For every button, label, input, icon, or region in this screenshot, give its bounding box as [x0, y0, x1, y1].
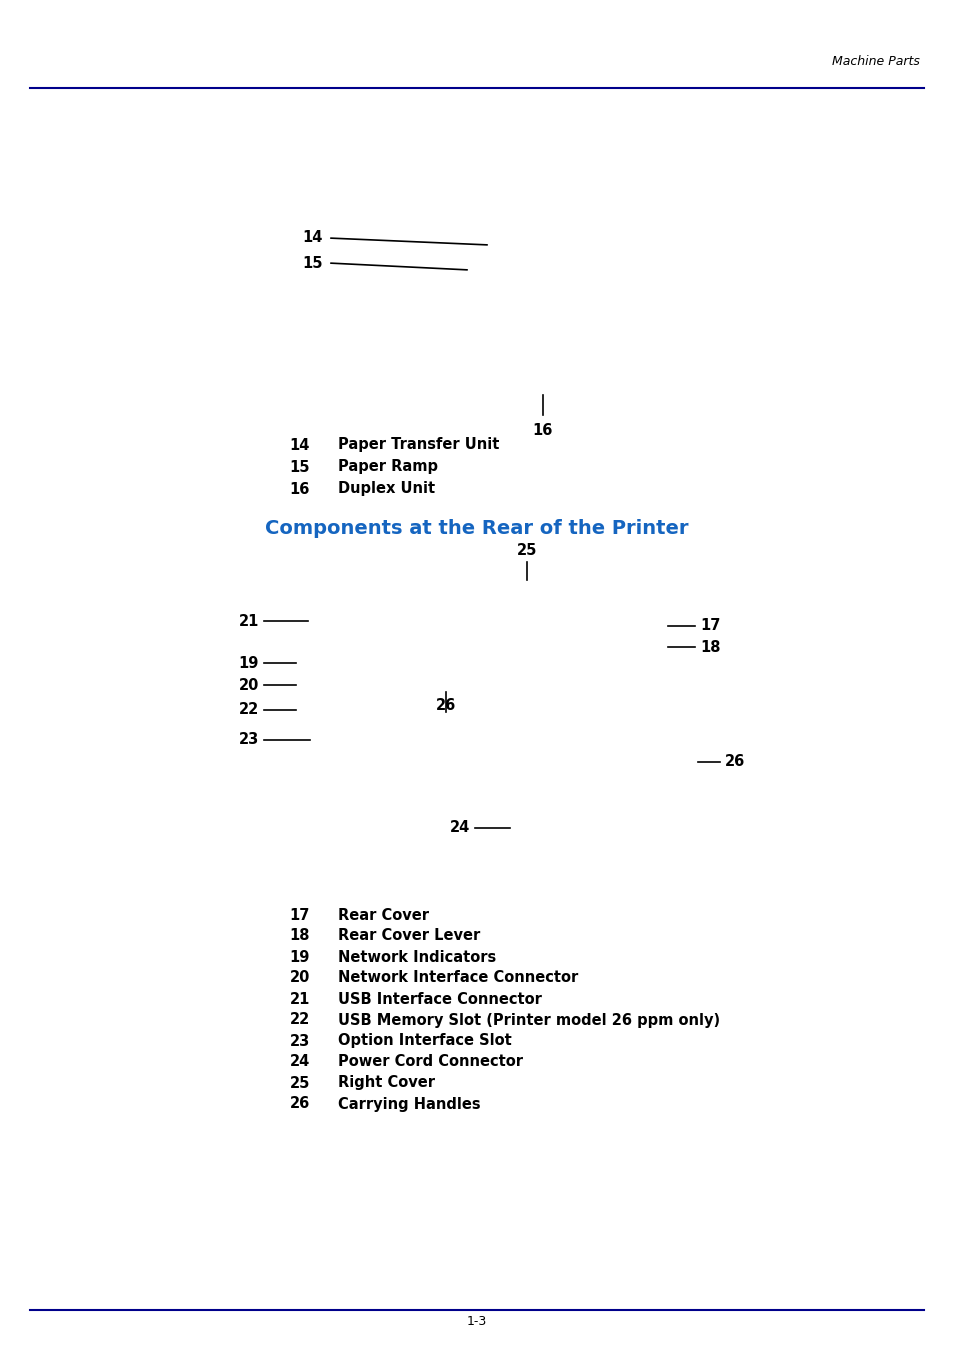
Text: 23: 23 [238, 732, 258, 747]
Text: 14: 14 [290, 438, 310, 453]
Text: Paper Ramp: Paper Ramp [337, 459, 437, 474]
Text: Option Interface Slot: Option Interface Slot [337, 1034, 511, 1048]
Text: 21: 21 [238, 613, 258, 628]
Text: Components at the Rear of the Printer: Components at the Rear of the Printer [265, 519, 688, 538]
Text: 23: 23 [290, 1034, 310, 1048]
Text: 21: 21 [290, 992, 310, 1006]
Text: 25: 25 [517, 543, 537, 558]
Text: Network Interface Connector: Network Interface Connector [337, 970, 578, 985]
Text: 17: 17 [700, 619, 720, 634]
Text: 18: 18 [289, 928, 310, 943]
Text: 15: 15 [289, 459, 310, 474]
Text: 26: 26 [724, 754, 744, 770]
Text: 22: 22 [238, 703, 258, 717]
Text: 19: 19 [290, 950, 310, 965]
Text: 19: 19 [238, 655, 258, 670]
Text: 20: 20 [290, 970, 310, 985]
Text: Paper Transfer Unit: Paper Transfer Unit [337, 438, 498, 453]
Text: Power Cord Connector: Power Cord Connector [337, 1055, 522, 1070]
Text: Carrying Handles: Carrying Handles [337, 1097, 480, 1112]
Text: 16: 16 [290, 481, 310, 497]
Text: 25: 25 [290, 1075, 310, 1090]
Text: 15: 15 [302, 255, 323, 270]
Text: 26: 26 [436, 698, 456, 713]
Text: 14: 14 [302, 231, 323, 246]
Text: Rear Cover: Rear Cover [337, 908, 429, 923]
Text: 24: 24 [449, 820, 470, 835]
Text: Machine Parts: Machine Parts [831, 55, 919, 68]
Text: 17: 17 [290, 908, 310, 923]
Text: Rear Cover Lever: Rear Cover Lever [337, 928, 479, 943]
Text: Right Cover: Right Cover [337, 1075, 435, 1090]
Text: 18: 18 [700, 639, 720, 654]
Text: Duplex Unit: Duplex Unit [337, 481, 435, 497]
Text: USB Memory Slot (Printer model 26 ppm only): USB Memory Slot (Printer model 26 ppm on… [337, 1012, 720, 1028]
Text: 16: 16 [533, 423, 553, 438]
Text: USB Interface Connector: USB Interface Connector [337, 992, 541, 1006]
Text: Network Indicators: Network Indicators [337, 950, 496, 965]
Text: 20: 20 [238, 677, 258, 693]
Text: 1-3: 1-3 [466, 1315, 487, 1328]
Text: 22: 22 [290, 1012, 310, 1028]
Text: 26: 26 [290, 1097, 310, 1112]
Text: 24: 24 [290, 1055, 310, 1070]
